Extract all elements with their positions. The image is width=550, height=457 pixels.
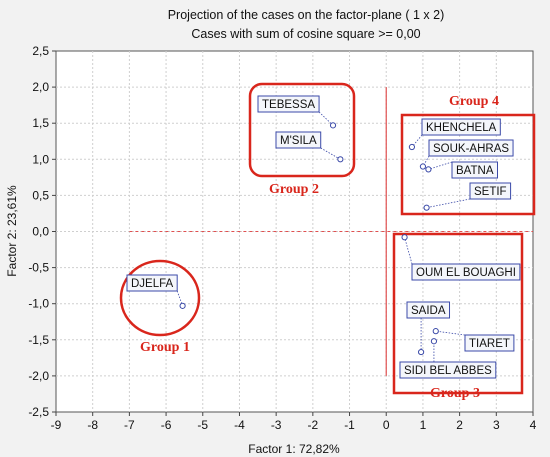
data-point: SETIF: [423, 182, 512, 211]
x-tick-label: -2: [308, 418, 319, 432]
chart-subtitle: Cases with sum of cosine square >= 0,00: [191, 27, 420, 41]
group-label-1: Group 1: [140, 340, 190, 355]
data-point: DJELFA: [126, 274, 186, 309]
point-marker: [401, 234, 408, 241]
point-marker: [419, 163, 427, 170]
y-tick-label: -1,5: [28, 333, 49, 347]
data-point: TIARET: [432, 328, 515, 352]
data-points: TEBESSA M'SILA KHENCHELA SOUK-AHRAS BATNA SET…: [126, 95, 521, 379]
point-label: TIARET: [469, 338, 510, 350]
point-label-box: [464, 334, 515, 352]
point-label: SAIDA: [411, 305, 446, 317]
point-label: SETIF: [474, 186, 507, 198]
x-tick-label: -1: [344, 418, 355, 432]
data-point: SIDI BEL ABBES: [399, 338, 497, 379]
point-leader-line: [320, 147, 341, 160]
point-marker: [329, 122, 337, 129]
point-leader-line: [435, 330, 466, 336]
data-point: M'SILA: [275, 131, 344, 163]
point-label: M'SILA: [280, 135, 317, 147]
group-label-3: Group 3: [430, 386, 480, 401]
group-4-box: [400, 113, 536, 216]
point-label-box: [411, 263, 521, 281]
point-label: BATNA: [456, 165, 494, 177]
point-marker: [425, 166, 432, 173]
x-tick-label: -6: [161, 418, 172, 432]
data-point: TEBESSA: [257, 95, 337, 129]
x-tick-label: 4: [530, 418, 537, 432]
point-marker: [408, 143, 416, 151]
x-tick-label: 1: [420, 418, 427, 432]
y-tick-label: 1,5: [32, 116, 49, 130]
point-marker: [179, 302, 186, 309]
reference-lines: [129, 87, 533, 376]
y-tick-label: 2,0: [32, 80, 49, 94]
point-label-box: [451, 161, 498, 179]
x-tick-label: -4: [234, 418, 245, 432]
point-label: SIDI BEL ABBES: [404, 365, 492, 377]
y-tick-label: 1,0: [32, 152, 49, 166]
data-point: OUM EL BOUAGHI: [401, 234, 521, 281]
group-1-circle: [119, 259, 201, 337]
point-leader-line: [318, 111, 334, 126]
data-point: KHENCHELA: [408, 118, 501, 151]
point-label: OUM EL BOUAGHI: [416, 267, 516, 279]
group-2-box: [248, 82, 356, 178]
data-point: SOUK-AHRAS: [419, 139, 514, 170]
point-label: SOUK-AHRAS: [433, 143, 509, 155]
point-leader-line: [426, 198, 471, 209]
y-tick-label: 0,5: [32, 188, 49, 202]
point-label: TEBESSA: [262, 99, 315, 111]
x-axis-label: Factor 1: 72,82%: [248, 442, 340, 456]
y-tick-label: -2,0: [28, 369, 49, 383]
y-tick-label: -2,5: [28, 405, 49, 419]
point-marker: [430, 338, 438, 345]
x-axis-ticks: -9 -8 -7 -6 -5 -4 -3 -2 -1 0 1 2 3 4: [51, 412, 537, 432]
point-leader-line: [428, 161, 453, 170]
x-tick-label: -5: [197, 418, 208, 432]
point-label-box: [275, 131, 322, 149]
data-point: SAIDA: [406, 301, 451, 356]
group-label-2: Group 2: [269, 182, 319, 197]
point-marker: [423, 204, 430, 211]
y-tick-label: 2,5: [32, 44, 49, 58]
y-axis-label: Factor 2: 23,61%: [5, 185, 19, 277]
x-tick-label: 2: [456, 418, 463, 432]
group-label-4: Group 4: [449, 94, 499, 109]
y-tick-label: -0,5: [28, 261, 49, 275]
x-tick-label: -7: [124, 418, 135, 432]
point-label: KHENCHELA: [426, 122, 497, 134]
y-tick-label: -1,0: [28, 297, 49, 311]
point-marker: [432, 328, 439, 335]
point-label-box: [257, 95, 320, 113]
point-label: DJELFA: [131, 278, 174, 290]
point-label-box: [428, 139, 514, 157]
point-label-box: [406, 301, 451, 319]
point-label-box: [126, 274, 178, 292]
point-label-box: [469, 182, 512, 200]
x-tick-label: 3: [493, 418, 500, 432]
x-tick-label: -8: [87, 418, 98, 432]
point-label-box: [421, 118, 501, 136]
point-marker: [417, 348, 425, 356]
x-tick-label: -9: [51, 418, 62, 432]
data-point: BATNA: [425, 161, 498, 179]
y-axis-ticks: 2,5 2,0 1,5 1,0 0,5 0,0 -0,5 -1,0 -1,5 -2,0 -2,5: [28, 44, 56, 419]
x-tick-label: 0: [383, 418, 390, 432]
point-label-box: [399, 361, 497, 379]
x-tick-label: -3: [271, 418, 282, 432]
y-tick-label: 0,0: [32, 225, 49, 239]
group-annotations: Group 1 Group 2 Group 3 Group 4: [119, 82, 536, 401]
point-marker: [337, 156, 344, 163]
chart-title: Projection of the cases on the factor-pl…: [168, 8, 445, 22]
group-3-box: [392, 232, 524, 395]
